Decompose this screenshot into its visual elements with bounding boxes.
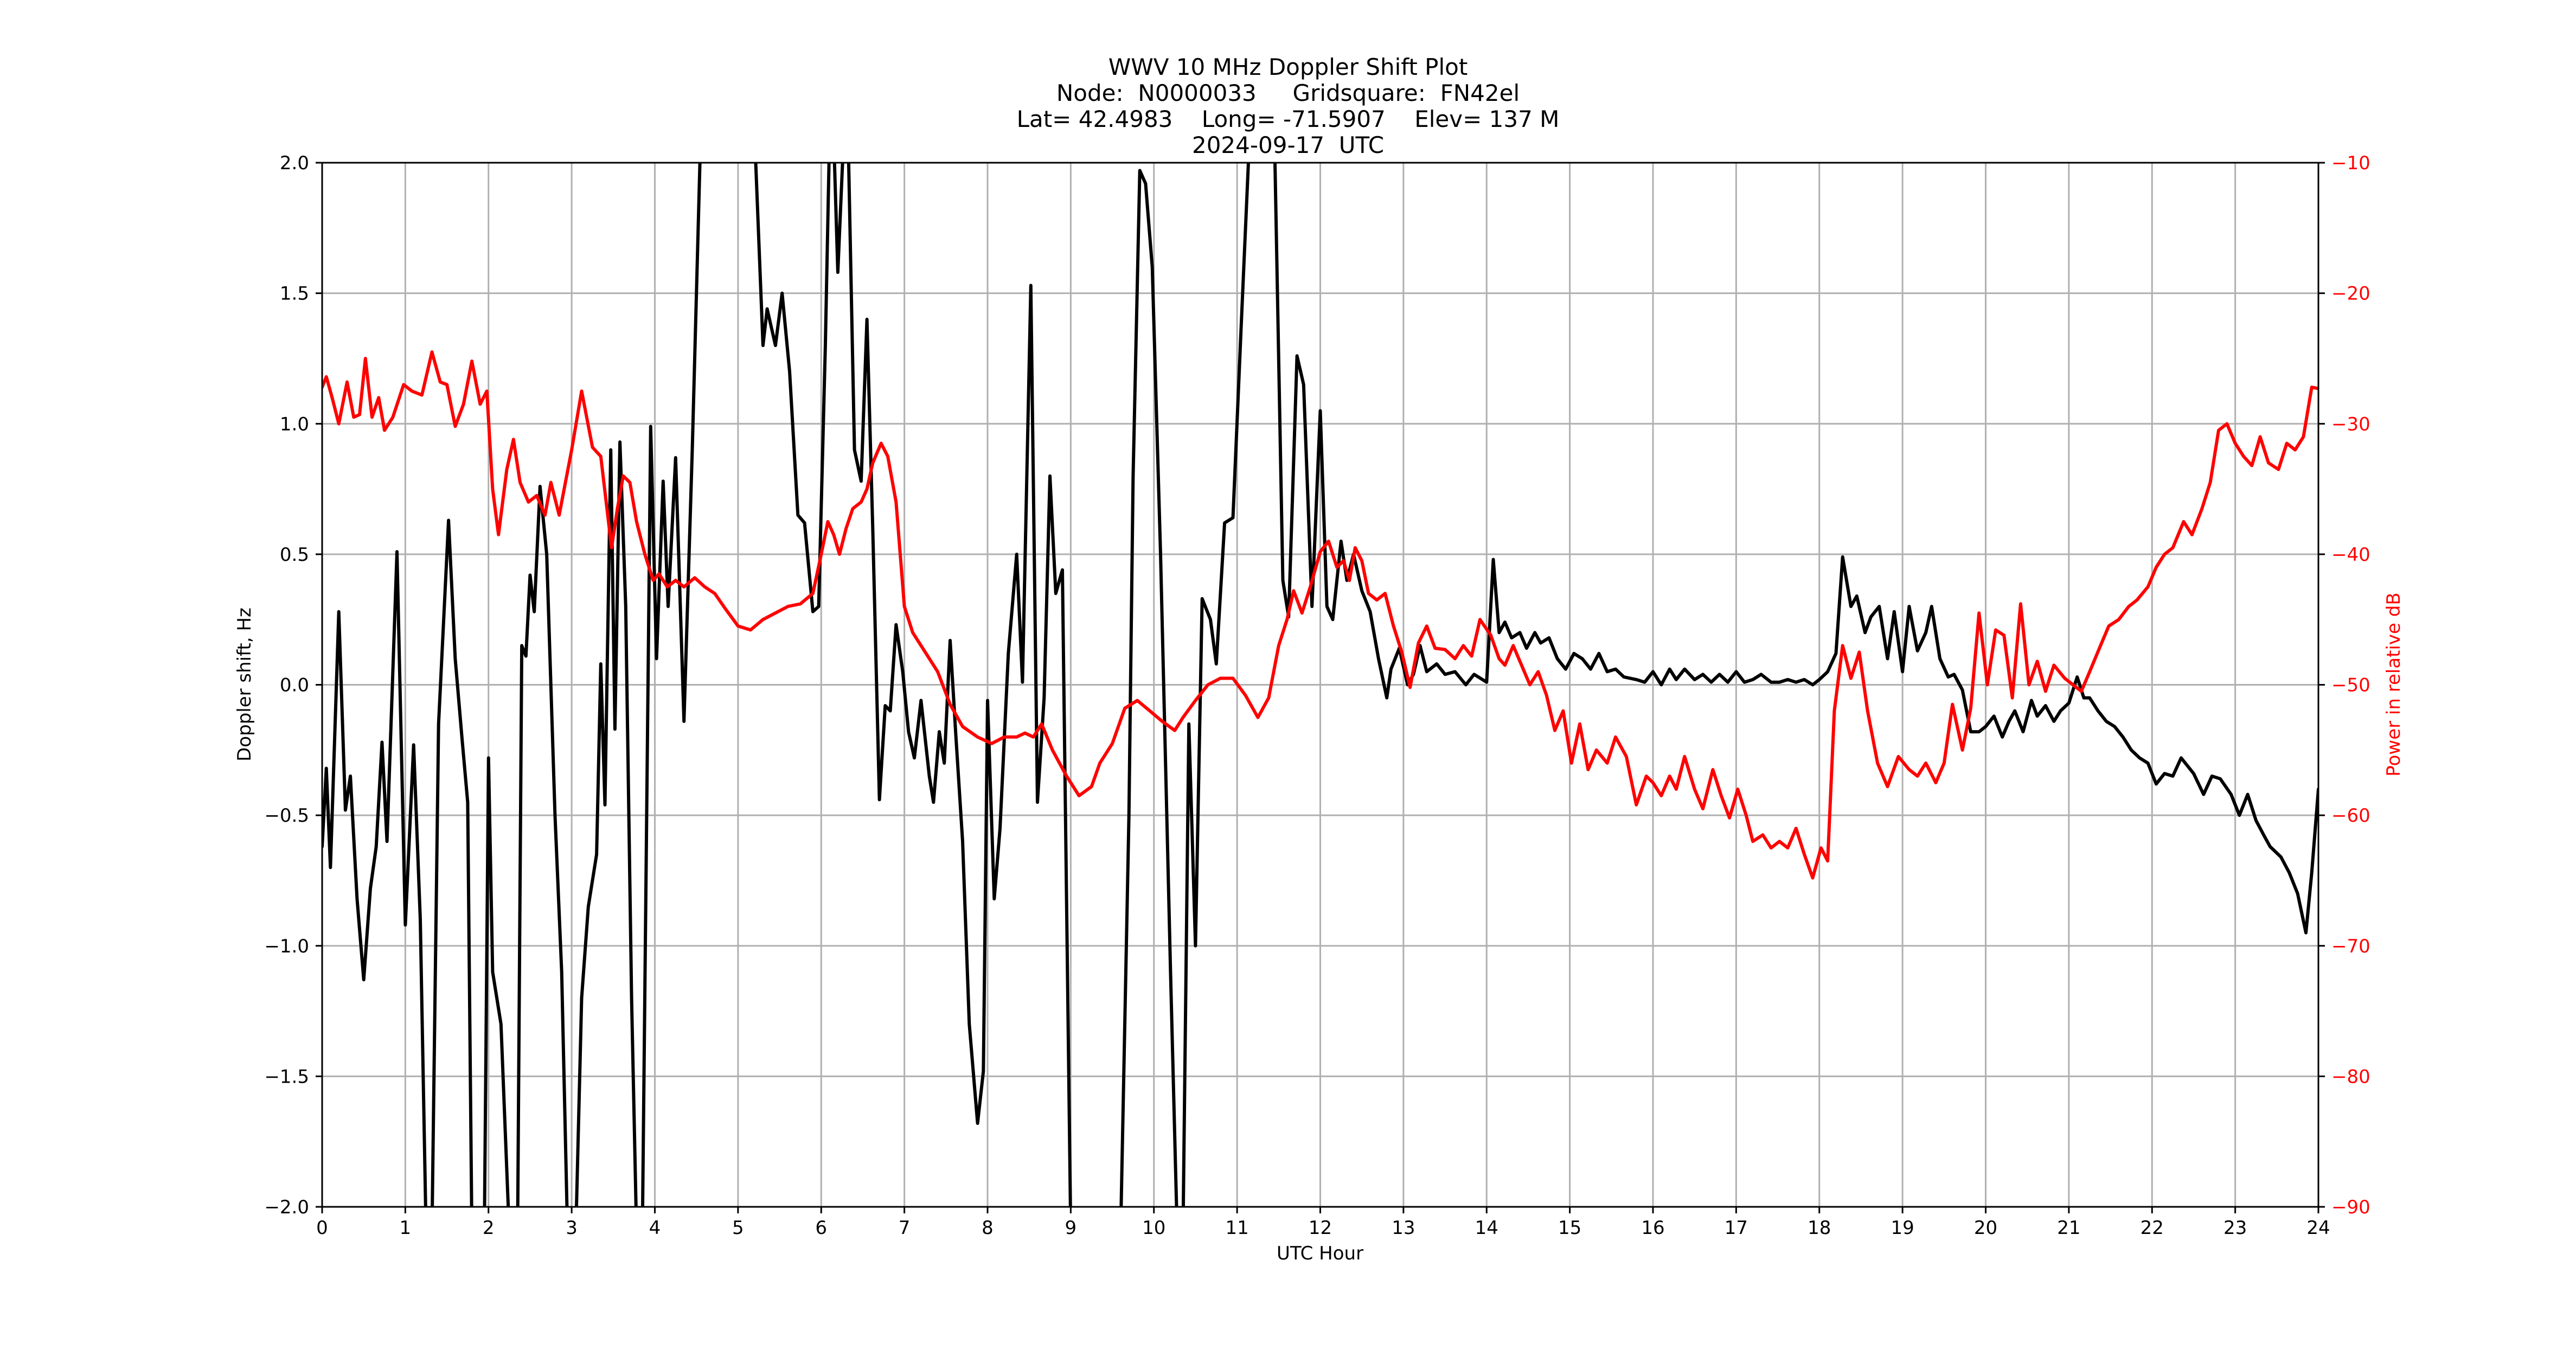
x-tick-label: 2 (483, 1217, 495, 1239)
x-tick-label: 11 (1225, 1217, 1248, 1239)
x-tick-label: 14 (1475, 1217, 1498, 1239)
y-right-tick-label: −30 (2331, 413, 2370, 435)
y-right-tick-label: −10 (2331, 152, 2370, 174)
y-right-tick-label: −80 (2331, 1066, 2370, 1088)
title-line-1: WWV 10 MHz Doppler Shift Plot (1108, 54, 1468, 80)
title-line-2: Node: N0000033 Gridsquare: FN42el (1056, 80, 1520, 106)
x-tick-label: 10 (1142, 1217, 1165, 1239)
x-tick-label: 8 (982, 1217, 994, 1239)
power-line (322, 350, 2318, 880)
y-tick-label: −1.0 (264, 936, 309, 957)
y-tick-label: 0.5 (280, 544, 309, 566)
x-tick-label: 16 (1641, 1217, 1664, 1239)
gridlines (321, 162, 2319, 1208)
x-tick-label: 21 (2057, 1217, 2080, 1239)
doppler-line (322, 163, 2318, 1207)
chart-title: WWV 10 MHz Doppler Shift Plot Node: N000… (0, 54, 2576, 158)
x-tick-label: 20 (1974, 1217, 1997, 1239)
y-right-tick-label: −90 (2331, 1197, 2370, 1218)
y-tick-label: −0.5 (264, 805, 309, 827)
x-tick-label: 9 (1065, 1217, 1077, 1239)
x-tick-label: 17 (1725, 1217, 1748, 1239)
x-tick-label: 4 (649, 1217, 661, 1239)
x-tick-label: 13 (1392, 1217, 1415, 1239)
x-tick-label: 0 (316, 1217, 328, 1239)
x-tick-label: 12 (1309, 1217, 1332, 1239)
y-right-tick-label: −50 (2331, 675, 2370, 696)
data-series (322, 163, 2318, 1207)
x-tick-label: 22 (2141, 1217, 2164, 1239)
x-axis-label: UTC Hour (1277, 1243, 1363, 1264)
x-axis-ticks: 0 1 2 3 4 5 6 7 8 9 10 11 12 13 14 15 16 17 18 19 20 21 22 23 24 (316, 1207, 2330, 1239)
y-tick-label: 1.0 (280, 413, 309, 435)
y-tick-label: −2.0 (264, 1197, 309, 1218)
y-right-tick-label: −40 (2331, 544, 2370, 566)
title-line-3: Lat= 42.4983 Long= -71.5907 Elev= 137 M (1016, 106, 1560, 132)
y-tick-label: 1.5 (280, 283, 309, 305)
y-right-tick-label: −20 (2331, 283, 2370, 305)
x-tick-label: 15 (1558, 1217, 1581, 1239)
x-tick-label: 18 (1808, 1217, 1831, 1239)
title-line-4: 2024-09-17 UTC (1191, 132, 1385, 158)
y-tick-label: 0.0 (280, 675, 309, 696)
y-tick-label: −1.5 (264, 1066, 309, 1088)
y-axis-left-label: Doppler shift, Hz (234, 607, 255, 762)
x-tick-label: 24 (2306, 1217, 2330, 1239)
x-tick-label: 5 (732, 1217, 744, 1239)
y-right-tick-label: −70 (2331, 936, 2370, 957)
x-tick-label: 23 (2223, 1217, 2247, 1239)
y-right-tick-label: −60 (2331, 805, 2370, 827)
x-tick-label: 3 (566, 1217, 578, 1239)
y-axis-right-ticks: −10 −20 −30 −40 −50 −60 −70 −80 −90 (2318, 152, 2370, 1218)
x-tick-label: 7 (899, 1217, 911, 1239)
y-axis-left-ticks: 2.0 1.5 1.0 0.5 0.0 −0.5 −1.0 −1.5 −2.0 (264, 152, 322, 1218)
x-tick-label: 6 (815, 1217, 827, 1239)
y-tick-label: 2.0 (280, 152, 309, 174)
x-tick-label: 19 (1891, 1217, 1914, 1239)
y-axis-right-label: Power in relative dB (2383, 592, 2405, 776)
x-tick-label: 1 (400, 1217, 412, 1239)
